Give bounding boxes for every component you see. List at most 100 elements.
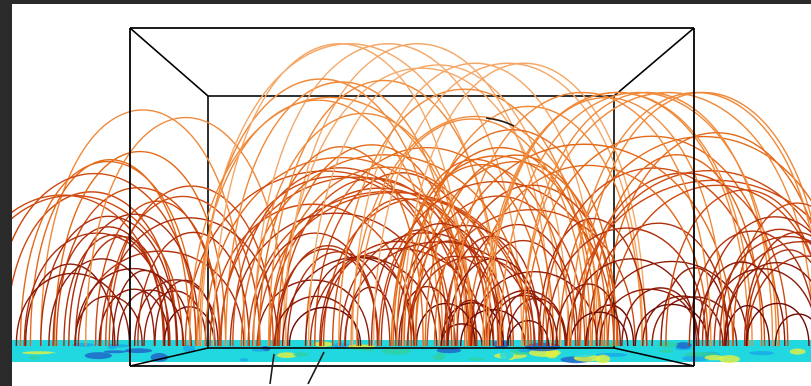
surface-patch (47, 352, 66, 360)
field-line-arc (538, 217, 648, 347)
field-line-arc (229, 212, 443, 347)
field-line-arc (621, 287, 700, 347)
surface-patch (682, 355, 711, 362)
field-line-arc (725, 305, 770, 347)
field-line-arc (267, 80, 501, 347)
field-line-arc (724, 262, 811, 347)
field-line-arc (111, 270, 179, 347)
surface-patch (221, 353, 243, 357)
field-line-arc (745, 302, 810, 347)
field-line-arc (456, 223, 579, 347)
field-line-arc (607, 184, 811, 347)
field-line-arc (213, 43, 467, 347)
field-line-arc (24, 263, 116, 347)
surface-patch (356, 351, 384, 355)
field-line-arc (344, 241, 536, 347)
field-line-arc (521, 91, 811, 347)
box-edge-bottom-right (613, 347, 695, 367)
field-line-arc (12, 172, 197, 347)
field-line-arc (403, 147, 597, 347)
field-line-arc (576, 170, 811, 347)
render-viewport[interactable] (12, 4, 811, 386)
surface-patch (276, 352, 297, 359)
surface-patch (409, 350, 437, 358)
surface-patch (704, 355, 724, 361)
field-line-arc (470, 271, 598, 347)
field-line-arc (398, 286, 456, 347)
field-line-arc (198, 78, 444, 347)
stray-line-lower-1 (269, 353, 275, 385)
field-line-arc (719, 228, 811, 347)
field-line-arc (282, 67, 562, 347)
surface-patch (29, 355, 41, 360)
surface-patch (622, 348, 656, 356)
field-line-arc (732, 202, 811, 347)
surface-map (12, 340, 811, 364)
field-line-arc (338, 88, 592, 347)
field-line-arc (40, 215, 178, 347)
field-line-arc (487, 96, 726, 347)
field-line-arc (707, 267, 811, 347)
field-line-arc (445, 184, 619, 347)
field-line-arc (19, 160, 197, 347)
field-line-arc (390, 155, 603, 347)
field-line-arc (424, 154, 608, 347)
field-line-arc (319, 255, 413, 347)
field-line-arc (407, 255, 503, 347)
box-edge-bottom-left (129, 347, 209, 367)
surface-patch (333, 342, 350, 348)
surface-patch (505, 350, 515, 359)
field-line-arc (188, 96, 472, 347)
field-line-arc (48, 258, 156, 347)
surface-patch (84, 352, 112, 360)
surface-patch (620, 357, 631, 362)
field-line-arc (402, 62, 647, 347)
field-line-arc (566, 258, 698, 347)
surface-patch (749, 351, 775, 356)
surface-patch (21, 351, 56, 355)
field-line-arc (380, 222, 502, 347)
field-line-arc (541, 167, 766, 347)
field-line-arc (395, 224, 535, 347)
field-line-arc (713, 236, 811, 347)
surface-patch (568, 348, 596, 358)
field-line-arc (743, 231, 811, 347)
field-line-arc (400, 240, 500, 347)
field-line-arc (305, 146, 548, 347)
surface-patch (103, 350, 126, 354)
field-line-arc (29, 159, 191, 347)
field-line-arc (488, 294, 559, 347)
field-line-arc (307, 64, 569, 347)
field-line-arc (99, 217, 279, 347)
field-line-arc (524, 135, 780, 347)
wireframe-box (129, 27, 695, 367)
field-line-arc (558, 135, 811, 347)
surface-patch (436, 347, 462, 354)
field-line-arc (469, 239, 577, 347)
field-line-arc (309, 248, 486, 347)
field-line-arc (499, 92, 778, 347)
surface-patch (293, 352, 309, 357)
field-line-arc (219, 176, 495, 347)
field-line-arc (256, 279, 370, 347)
surface-patch (174, 351, 199, 357)
field-line-arc (274, 248, 379, 347)
field-line-arc (74, 267, 192, 347)
surface-patch (789, 348, 806, 355)
field-line-arc (723, 241, 811, 347)
surface-patch (381, 347, 412, 355)
field-line-arc (12, 195, 184, 347)
surface-patch (718, 355, 740, 364)
field-line-arc (257, 192, 532, 347)
field-line-arc (53, 151, 227, 347)
field-lines (12, 43, 811, 347)
surface-patch (110, 344, 130, 348)
field-line-arc (688, 230, 811, 347)
stray-lines (269, 117, 515, 385)
field-line-arc (220, 175, 453, 347)
field-line-arc (240, 154, 529, 347)
surface-patch (657, 341, 678, 348)
box-edge-top-right (613, 27, 695, 97)
wireframe-box-front (129, 27, 695, 367)
field-line-arc (15, 272, 131, 347)
